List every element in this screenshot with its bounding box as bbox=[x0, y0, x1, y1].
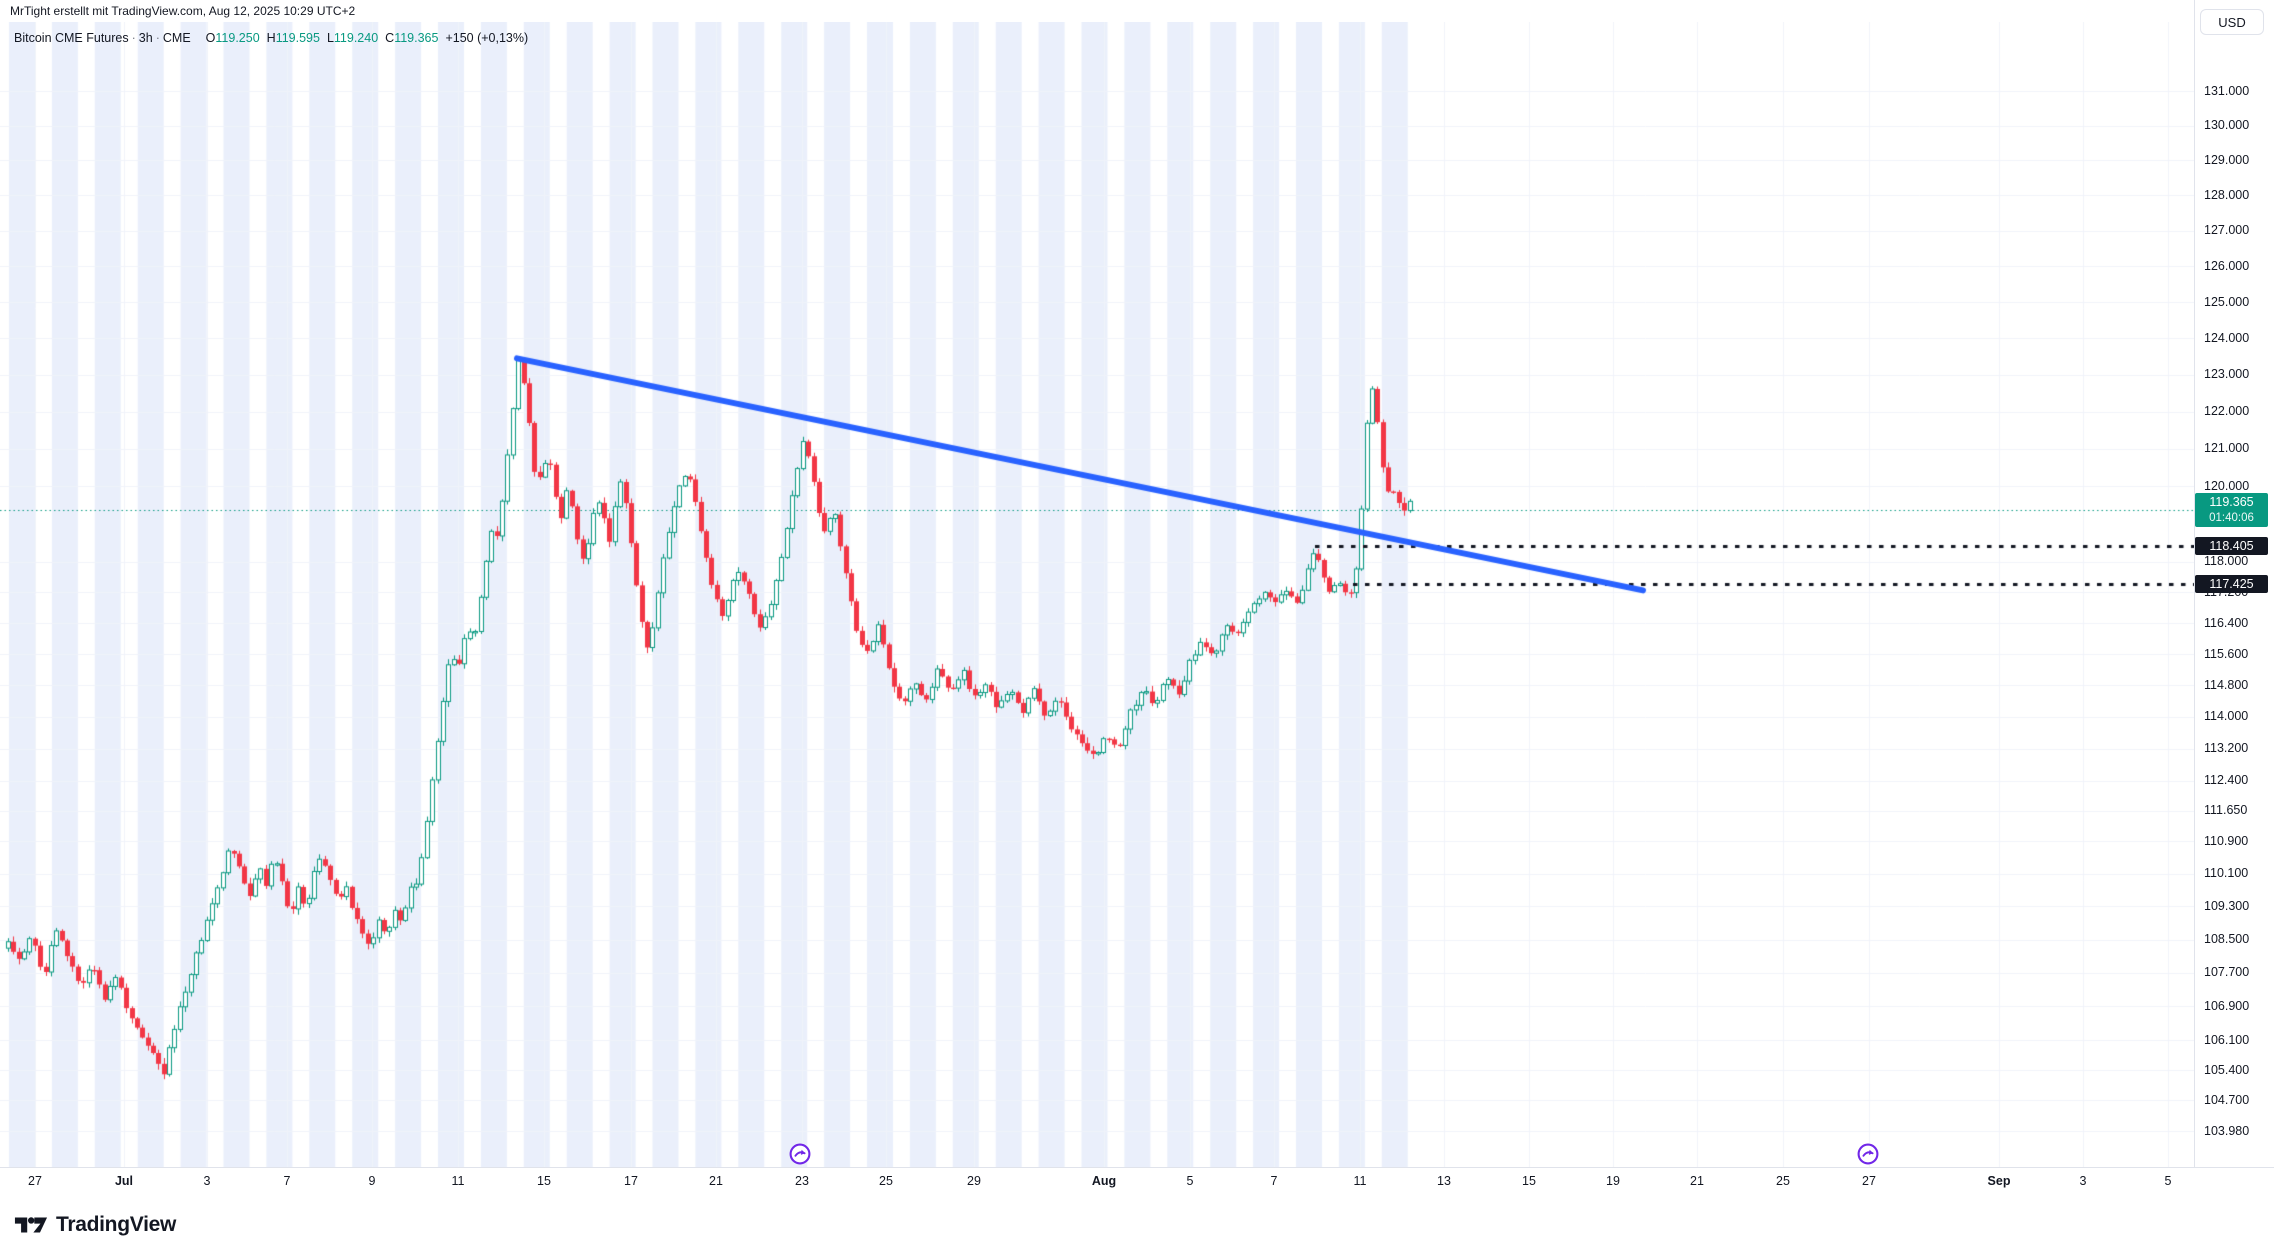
price-tick-label: 125.000 bbox=[2204, 294, 2250, 309]
price-tick-label: 114.800 bbox=[2204, 677, 2249, 692]
price-tick-label: 123.000 bbox=[2204, 367, 2250, 382]
time-tick-label: 15 bbox=[1522, 1174, 1536, 1188]
price-tick-label: 114.000 bbox=[2204, 709, 2249, 724]
price-tick-label: 118.000 bbox=[2204, 554, 2249, 569]
time-tick-label: 5 bbox=[2164, 1174, 2172, 1188]
price-tick-label: 124.000 bbox=[2204, 330, 2250, 345]
time-tick-label: 19 bbox=[1606, 1174, 1620, 1188]
time-tick-label: 17 bbox=[624, 1174, 638, 1188]
time-axis[interactable]: 27 Jul 3 7 9 11 15 17 21 23 25 29 Aug 5 7 11 13 15 19 21 25 2… bbox=[0, 1167, 2274, 1198]
time-tick-label: 29 bbox=[967, 1174, 981, 1188]
contract-rollover-icon[interactable] bbox=[787, 1141, 813, 1167]
price-tick-label: 130.000 bbox=[2204, 118, 2250, 133]
current-price-value: 119.365 bbox=[2209, 495, 2254, 510]
time-tick-label: 5 bbox=[1186, 1174, 1194, 1188]
price-chart-canvas[interactable] bbox=[0, 22, 2194, 1167]
symbol-title[interactable]: Bitcoin CME Futures bbox=[14, 31, 129, 45]
time-tick-label: 25 bbox=[879, 1174, 893, 1188]
time-tick-label: 7 bbox=[283, 1174, 291, 1188]
tradingview-mark-icon bbox=[14, 1217, 48, 1233]
time-tick-label: 21 bbox=[709, 1174, 723, 1188]
price-tick-label: 116.400 bbox=[2204, 615, 2249, 630]
price-tick-label: 126.000 bbox=[2204, 258, 2250, 273]
time-tick-label: Aug bbox=[1091, 1174, 1117, 1188]
price-tick-label: 111.650 bbox=[2204, 803, 2248, 818]
price-tick-label: 106.900 bbox=[2204, 998, 2250, 1013]
price-tick-label: 107.700 bbox=[2204, 965, 2250, 980]
price-tick-label: 112.400 bbox=[2204, 773, 2249, 788]
time-tick-label: 21 bbox=[1690, 1174, 1704, 1188]
tradingview-wordmark: TradingView bbox=[56, 1213, 177, 1236]
contract-rollover-icon[interactable] bbox=[1855, 1141, 1881, 1167]
price-tick-label: 129.000 bbox=[2204, 152, 2250, 167]
time-tick-label: 7 bbox=[1270, 1174, 1278, 1188]
close-label: C bbox=[385, 31, 395, 45]
price-tick-label: 110.100 bbox=[2204, 866, 2249, 881]
price-tick-label: 105.400 bbox=[2204, 1062, 2250, 1077]
price-tick-label: 113.200 bbox=[2204, 741, 2249, 756]
price-tick-label: 131.000 bbox=[2204, 83, 2250, 98]
time-tick-label: 27 bbox=[1862, 1174, 1876, 1188]
price-tick-label: 122.000 bbox=[2204, 404, 2250, 419]
price-tick-label: 104.700 bbox=[2204, 1092, 2250, 1107]
price-tick-label: 115.600 bbox=[2204, 646, 2249, 661]
price-tick-label: 108.500 bbox=[2204, 932, 2250, 946]
price-tick-label: 103.980 bbox=[2204, 1123, 2250, 1138]
time-tick-label: 11 bbox=[451, 1174, 465, 1188]
high-label: H bbox=[266, 31, 276, 45]
price-tick-label: 121.000 bbox=[2204, 441, 2250, 456]
attribution-text: MrTight erstellt mit TradingView.com, Au… bbox=[10, 4, 356, 18]
time-tick-label: 25 bbox=[1776, 1174, 1790, 1188]
price-axis[interactable]: USD 119.365 01:40:06 118.405 117.425 131… bbox=[2194, 0, 2274, 1167]
time-tick-label: 11 bbox=[1353, 1174, 1367, 1188]
open-label: O bbox=[205, 31, 216, 45]
symbol-legend: Bitcoin CME Futures · 3h · CME O119.250 H119.5… bbox=[14, 31, 528, 45]
time-tick-label: Sep bbox=[1987, 1174, 2011, 1188]
level-price-badge-117425: 117.425 bbox=[2195, 574, 2268, 593]
time-tick-label: 3 bbox=[203, 1174, 211, 1188]
price-tick-label: 109.300 bbox=[2204, 898, 2250, 913]
price-tick-label: 106.100 bbox=[2204, 1032, 2250, 1047]
time-tick-label: 3 bbox=[2079, 1174, 2087, 1188]
time-tick-label: 15 bbox=[537, 1174, 551, 1188]
level-price-badge-118405: 118.405 bbox=[2195, 537, 2268, 556]
low-label: L bbox=[326, 31, 334, 45]
time-tick-label: 9 bbox=[368, 1174, 376, 1188]
close-value: 119.365 bbox=[394, 31, 439, 45]
time-tick-label: 13 bbox=[1437, 1174, 1451, 1188]
time-tick-label: 23 bbox=[795, 1174, 809, 1188]
price-tick-label: 110.900 bbox=[2204, 833, 2249, 848]
open-value: 119.250 bbox=[215, 31, 260, 45]
time-tick-label: 27 bbox=[28, 1174, 42, 1188]
price-tick-label: 127.000 bbox=[2204, 223, 2250, 238]
legend-separator: · bbox=[155, 31, 160, 45]
time-tick-label: Jul bbox=[114, 1174, 134, 1188]
low-value: 119.240 bbox=[333, 31, 379, 45]
high-value: 119.595 bbox=[275, 31, 320, 45]
tradingview-logo[interactable]: TradingView bbox=[14, 1211, 176, 1239]
currency-button[interactable]: USD bbox=[2200, 9, 2264, 35]
price-tick-label: 120.000 bbox=[2204, 478, 2250, 493]
current-price-badge: 119.365 01:40:06 bbox=[2195, 493, 2268, 528]
price-tick-label: 128.000 bbox=[2204, 187, 2250, 202]
change-value: +150 (+0,13%) bbox=[445, 31, 529, 45]
bar-countdown: 01:40:06 bbox=[2209, 512, 2254, 525]
legend-separator: · bbox=[131, 31, 136, 45]
timeframe-label[interactable]: 3h bbox=[138, 31, 153, 45]
exchange-label: CME bbox=[162, 31, 191, 45]
